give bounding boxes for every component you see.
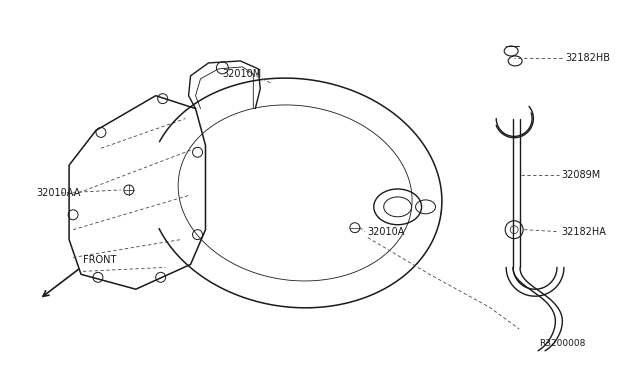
Text: 32182HB: 32182HB	[565, 53, 610, 63]
Text: R3200008: R3200008	[539, 339, 586, 348]
Text: 32089M: 32089M	[561, 170, 600, 180]
Text: 32010A: 32010A	[368, 227, 405, 237]
Text: 32010AA: 32010AA	[36, 188, 81, 198]
Text: 32182HA: 32182HA	[561, 227, 606, 237]
Text: 32010M: 32010M	[223, 69, 262, 79]
Text: FRONT: FRONT	[83, 256, 116, 265]
